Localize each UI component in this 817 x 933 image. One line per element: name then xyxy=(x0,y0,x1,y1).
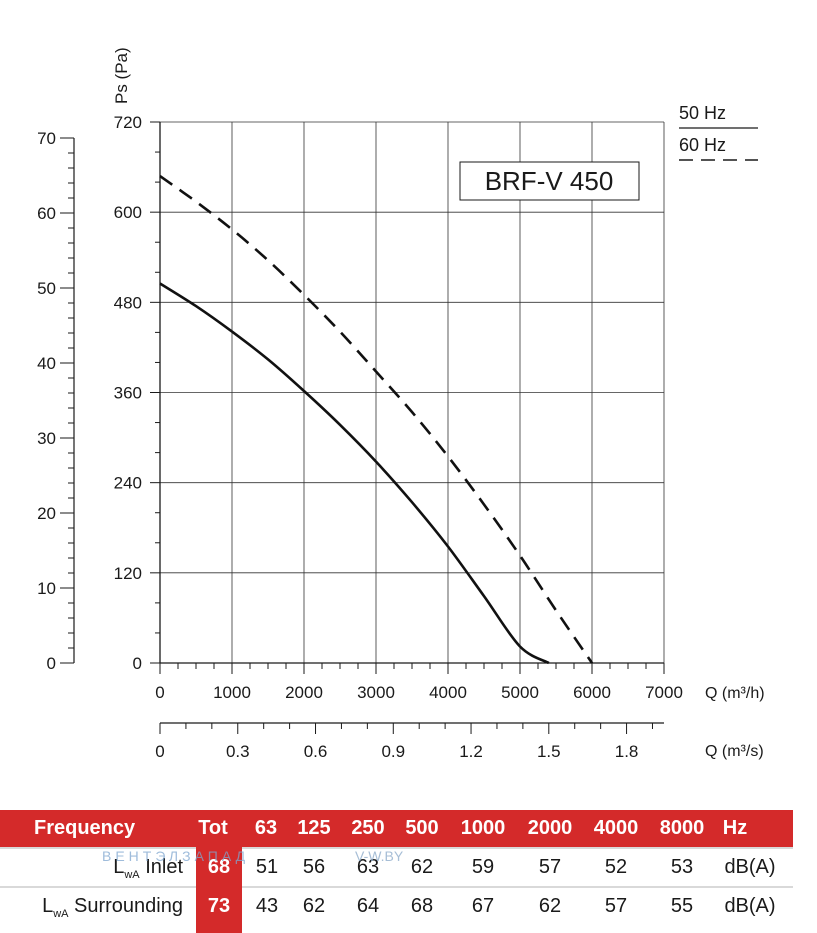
x2-tick-label: 1.5 xyxy=(537,742,561,761)
curve-60hz xyxy=(159,175,594,664)
table-cell: 62 xyxy=(302,895,326,917)
x2-tick-label: 0.9 xyxy=(381,742,405,761)
x-tick-label: 0 xyxy=(155,683,164,702)
table-cell: 57 xyxy=(604,895,628,917)
table-unit: dB(A) xyxy=(724,895,776,917)
x-tick-label: 2000 xyxy=(285,683,323,702)
header-cell: 500 xyxy=(405,817,439,839)
y-tick-label: 720 xyxy=(114,113,142,132)
y2-tick-label: 60 xyxy=(37,204,56,223)
legend-50hz-label: 50 Hz xyxy=(679,103,726,123)
x2-tick-label: 0.6 xyxy=(304,742,328,761)
x-tick-label: 3000 xyxy=(357,683,395,702)
table-divider xyxy=(0,886,793,888)
table-cell: 52 xyxy=(604,856,628,878)
table-cell: 62 xyxy=(538,895,562,917)
chart-ticks: 0 120 240 360 480 600 720 0 10 20 30 40 50 60 70 0 1000 2… xyxy=(37,113,683,761)
y-tick-label: 0 xyxy=(133,654,142,673)
x-tick-label: 6000 xyxy=(573,683,611,702)
surrounding-row: LwA Surrounding 43 62 64 68 67 62 57 55 … xyxy=(0,888,793,925)
header-cell: 1000 xyxy=(460,817,506,839)
watermark-text: ВЕНТЭЛЗАПАД xyxy=(102,848,250,864)
header-cell: Hz xyxy=(722,817,748,839)
x-tick-label: 5000 xyxy=(501,683,539,702)
inlet-row-label: LwA Inlet xyxy=(113,856,183,881)
header-cell: 4000 xyxy=(593,817,639,839)
fan-curve-chart: 0 120 240 360 480 600 720 0 10 20 30 40 50 60 70 0 1000 2… xyxy=(37,47,765,761)
y2-tick-label: 40 xyxy=(37,354,56,373)
total-column: 68 73 xyxy=(196,847,242,933)
total-cell: 73 xyxy=(207,895,231,917)
surrounding-row-label: LwA Surrounding xyxy=(42,895,183,920)
curve-50hz xyxy=(159,282,550,665)
watermark-site: V-W.BY xyxy=(355,848,404,864)
y-tick-label: 600 xyxy=(114,203,142,222)
frequency-label: Frequency xyxy=(34,817,136,839)
y-axis-label: Ps (Pa) xyxy=(112,47,131,104)
x-tick-label: 4000 xyxy=(429,683,467,702)
legend-60hz-label: 60 Hz xyxy=(679,135,726,155)
x-tick-label: 1000 xyxy=(213,683,251,702)
table-cell: 59 xyxy=(471,856,495,878)
y2-tick-label: 10 xyxy=(37,579,56,598)
y2-tick-label: 70 xyxy=(37,129,56,148)
x2-tick-label: 1.8 xyxy=(615,742,639,761)
x-tick-label: 7000 xyxy=(645,683,683,702)
x-axis-label: Q (m³/h) xyxy=(705,685,765,702)
header-cell: Tot xyxy=(198,817,228,839)
table-cell: 43 xyxy=(255,895,279,917)
y2-tick-label: 30 xyxy=(37,429,56,448)
x2-tick-label: 1.2 xyxy=(459,742,483,761)
header-cell: 63 xyxy=(254,817,278,839)
inlet-row: LwA Inlet 51 56 63 62 59 57 52 53 dB(A) xyxy=(0,849,793,886)
chart-grid xyxy=(160,121,665,663)
x2-tick-label: 0 xyxy=(155,742,164,761)
y2-tick-label: 0 xyxy=(47,654,56,673)
table-cell: 53 xyxy=(670,856,694,878)
header-cell: 8000 xyxy=(659,817,705,839)
noise-table-header: Frequency Tot 63 125 250 500 1000 2000 4… xyxy=(0,810,793,847)
y-tick-label: 240 xyxy=(114,474,142,493)
table-cell: 67 xyxy=(471,895,495,917)
table-unit: dB(A) xyxy=(724,856,776,878)
table-cell: 56 xyxy=(302,856,326,878)
title-box xyxy=(459,161,640,201)
table-cell: 57 xyxy=(538,856,562,878)
x2-tick-label: 0.3 xyxy=(226,742,250,761)
y-tick-label: 120 xyxy=(114,564,142,583)
table-cell: 64 xyxy=(356,895,380,917)
header-cell: 2000 xyxy=(527,817,573,839)
y2-tick-label: 50 xyxy=(37,279,56,298)
total-cell: 68 xyxy=(207,856,231,878)
header-cell: 250 xyxy=(351,817,385,839)
table-cell: 68 xyxy=(410,895,434,917)
chart-title: BRF-V 450 xyxy=(485,166,614,196)
chart-curves xyxy=(159,175,594,665)
table-cell: 63 xyxy=(356,856,380,878)
y-tick-label: 480 xyxy=(114,293,142,312)
table-cell: 51 xyxy=(255,856,279,878)
table-cell: 62 xyxy=(410,856,434,878)
y2-tick-label: 20 xyxy=(37,504,56,523)
header-cell: 125 xyxy=(297,817,331,839)
y-tick-label: 360 xyxy=(114,384,142,403)
x2-axis-label: Q (m³/s) xyxy=(705,743,764,760)
table-divider xyxy=(0,847,793,849)
table-cell: 55 xyxy=(670,895,694,917)
